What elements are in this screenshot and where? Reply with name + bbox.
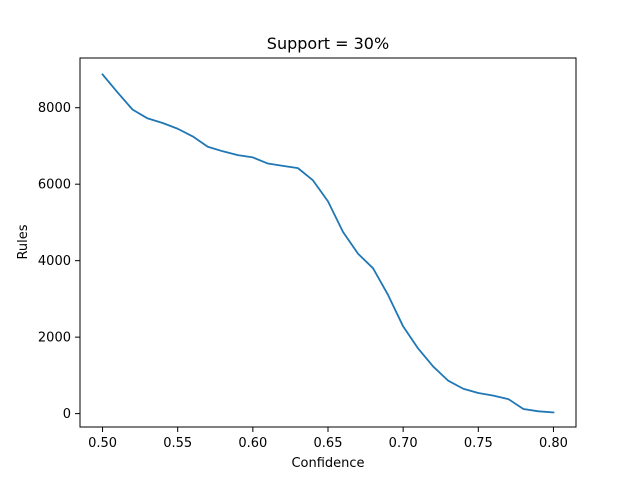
y-axis-ticks: 0 2000 4000 6000 8000 [38, 101, 80, 422]
plot-area: 0.50 0.55 0.60 0.65 0.70 0.75 0.80 0 2000 4000 60… [38, 57, 577, 451]
x-tick-label: 0.50 [88, 436, 117, 451]
x-tick-label: 0.65 [314, 436, 343, 451]
x-tick-label: 0.80 [539, 436, 568, 451]
y-tick-label: 0 [63, 407, 71, 422]
x-tick-label: 0.75 [464, 436, 493, 451]
y-tick-label: 6000 [38, 178, 71, 193]
x-tick-label: 0.55 [163, 436, 192, 451]
series-layer [101, 73, 555, 414]
y-tick-label: 4000 [38, 254, 71, 269]
series-line-0 [101, 73, 555, 414]
x-tick-label: 0.60 [238, 436, 267, 451]
x-tick-label: 0.70 [389, 436, 418, 451]
y-tick-label: 2000 [38, 331, 71, 346]
chart-title: Support = 30% [267, 34, 389, 53]
x-axis-label: Confidence [291, 456, 364, 471]
y-axis-label: Rules [16, 224, 31, 259]
x-axis-ticks: 0.50 0.55 0.60 0.65 0.70 0.75 0.80 [88, 427, 568, 451]
y-tick-label: 8000 [38, 101, 71, 116]
